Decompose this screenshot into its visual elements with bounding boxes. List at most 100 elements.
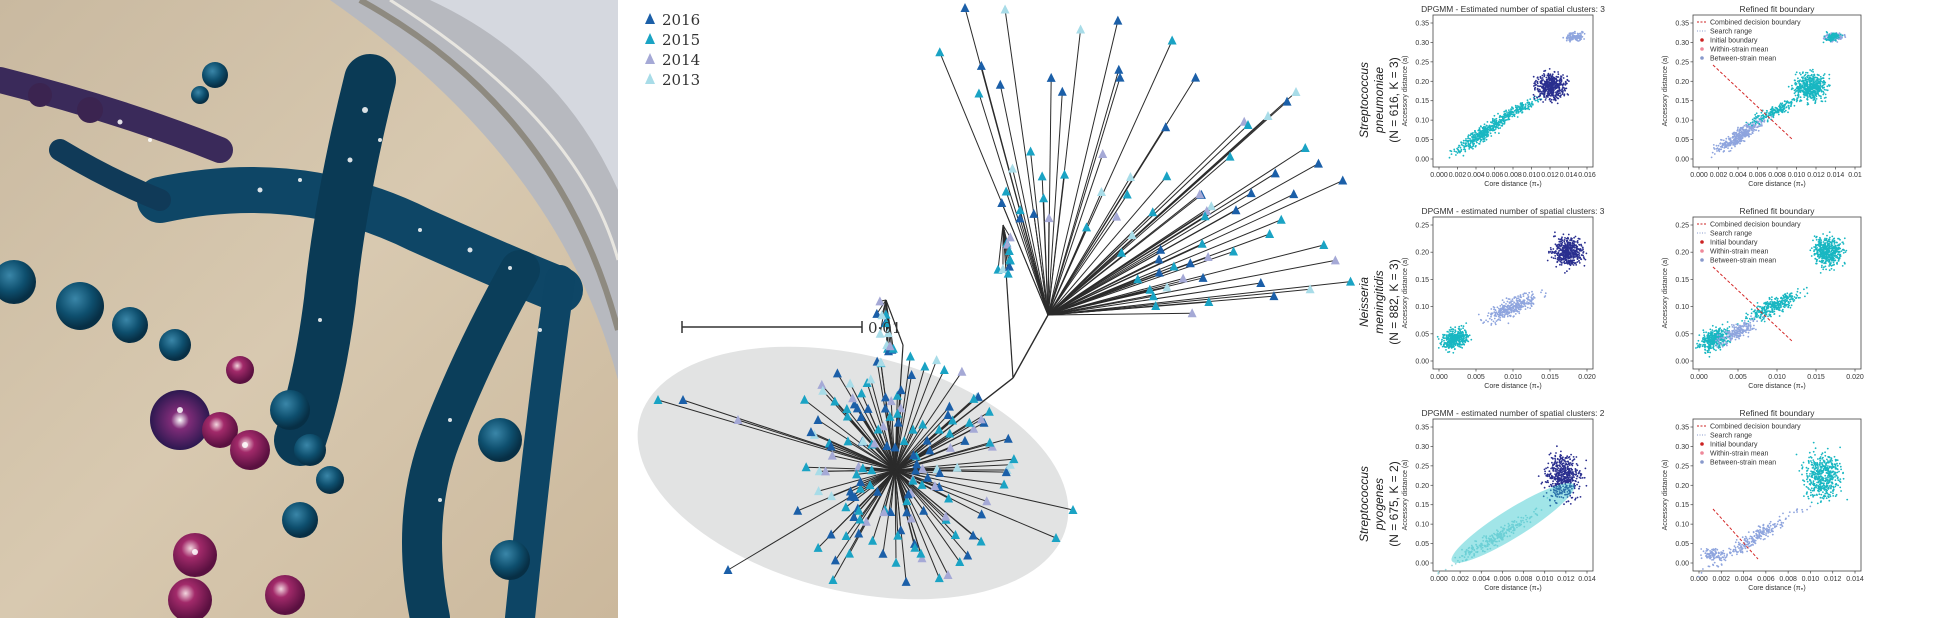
- scatter-point: [1814, 101, 1817, 104]
- tip-marker: [917, 553, 927, 563]
- scatter-point: [1528, 103, 1531, 106]
- scatter-point: [1511, 115, 1514, 118]
- scatter-point: [1469, 137, 1471, 140]
- tip-marker: [1300, 143, 1310, 153]
- scatter-point: [1757, 115, 1760, 118]
- scatter-point: [1494, 123, 1497, 126]
- scatter-point: [1518, 312, 1521, 315]
- scatter-point: [1788, 107, 1790, 110]
- scatter-point: [1557, 84, 1560, 87]
- scatter-point: [1513, 297, 1516, 299]
- scatter-point: [1529, 104, 1532, 107]
- scatter-point: [1747, 320, 1750, 323]
- scatter-point: [1472, 142, 1474, 145]
- tree-branch: [810, 431, 896, 471]
- tip-marker: [854, 528, 864, 538]
- scatter-point: [1486, 121, 1489, 123]
- scatter-point: [1696, 342, 1698, 345]
- scatter-point: [1546, 92, 1549, 95]
- tree-branch: [1047, 124, 1249, 316]
- scatter-point: [1804, 77, 1807, 79]
- scatter-point: [1552, 257, 1555, 259]
- scatter-point: [1736, 141, 1739, 143]
- scatter-point: [1494, 126, 1497, 129]
- scatter-point: [1552, 89, 1555, 92]
- tip-marker: [1178, 273, 1188, 283]
- scatter-point: [1549, 100, 1552, 103]
- tip-marker: [827, 450, 837, 460]
- tip-marker: [976, 60, 986, 70]
- scatter-point: [1783, 100, 1786, 103]
- tip-marker: [908, 475, 918, 485]
- tip-marker: [952, 462, 962, 472]
- scatter-point: [1539, 85, 1542, 88]
- tip-marker: [877, 310, 887, 320]
- scatter-point: [1487, 312, 1490, 314]
- scatter-point: [1471, 140, 1473, 143]
- scatter-point: [1775, 296, 1778, 299]
- scatter-point: [1733, 133, 1736, 136]
- scatter-point: [1761, 117, 1764, 119]
- scatter-point: [1578, 237, 1580, 240]
- scatter-point: [1505, 114, 1508, 117]
- scatter-point: [1708, 338, 1710, 341]
- scatter-point: [1460, 335, 1463, 337]
- scatter-point: [1712, 346, 1715, 348]
- scatter-point: [1771, 106, 1774, 108]
- scatter-point: [1806, 71, 1809, 74]
- scatter-point: [1510, 311, 1512, 314]
- scatter-point: [1521, 301, 1524, 304]
- tip-marker: [801, 462, 811, 472]
- scatter-point: [1548, 83, 1551, 85]
- scatter-point: [1770, 306, 1772, 309]
- scatter-point: [1482, 131, 1485, 133]
- scatter-point: [1465, 339, 1468, 341]
- scatter-point: [1560, 244, 1563, 247]
- scatter-point: [1727, 135, 1730, 138]
- tip-marker: [826, 491, 836, 501]
- scatter-point: [1779, 102, 1782, 105]
- scatter-point: [1545, 97, 1547, 99]
- scatter-point: [1457, 149, 1460, 152]
- scatter-point: [1551, 101, 1553, 104]
- scatter-point: [1793, 299, 1796, 301]
- scatter-point: [1560, 75, 1562, 78]
- scatter-point: [1583, 38, 1585, 40]
- scatter-point: [1551, 250, 1554, 253]
- tip-marker: [849, 511, 859, 521]
- scatter-point: [1568, 80, 1570, 82]
- tip-marker: [843, 436, 853, 446]
- scatter-point: [1574, 241, 1576, 243]
- scatter-point: [1554, 257, 1557, 260]
- scatter-point: [1436, 335, 1439, 338]
- scatter-point: [1442, 337, 1445, 339]
- scatter-point: [1811, 68, 1814, 71]
- scatter-point: [1449, 326, 1452, 329]
- scatter-point: [1777, 113, 1780, 116]
- scatter-point: [1452, 344, 1455, 346]
- scatter-point: [1566, 37, 1568, 40]
- tree-branch: [1002, 224, 1014, 379]
- scatter-point: [1507, 112, 1510, 114]
- tip-marker: [905, 351, 915, 361]
- scatter-point: [1445, 342, 1447, 344]
- scatter-point: [1537, 95, 1540, 98]
- scatter-point: [1569, 243, 1572, 245]
- tree-branch: [964, 7, 1049, 316]
- scatter-point: [1455, 150, 1457, 153]
- plot-title: DPGMM - Estimated number of spatial clus…: [1421, 4, 1605, 14]
- scatter-point: [1557, 252, 1560, 255]
- scatter-point: [1813, 76, 1815, 78]
- scatter-point: [1780, 111, 1783, 113]
- scatter-point: [1744, 129, 1747, 132]
- scatter-point: [1777, 108, 1779, 111]
- tip-marker: [876, 357, 886, 367]
- scatter-point: [1551, 85, 1554, 88]
- scatter-point: [1723, 343, 1725, 346]
- scatter-point: [1554, 231, 1556, 234]
- scatter-point: [1454, 326, 1457, 329]
- y-tick-label: 0.20: [1675, 79, 1689, 86]
- scatter-point: [1508, 113, 1511, 116]
- scatter-point: [1465, 334, 1468, 336]
- scatter-point: [1769, 108, 1772, 111]
